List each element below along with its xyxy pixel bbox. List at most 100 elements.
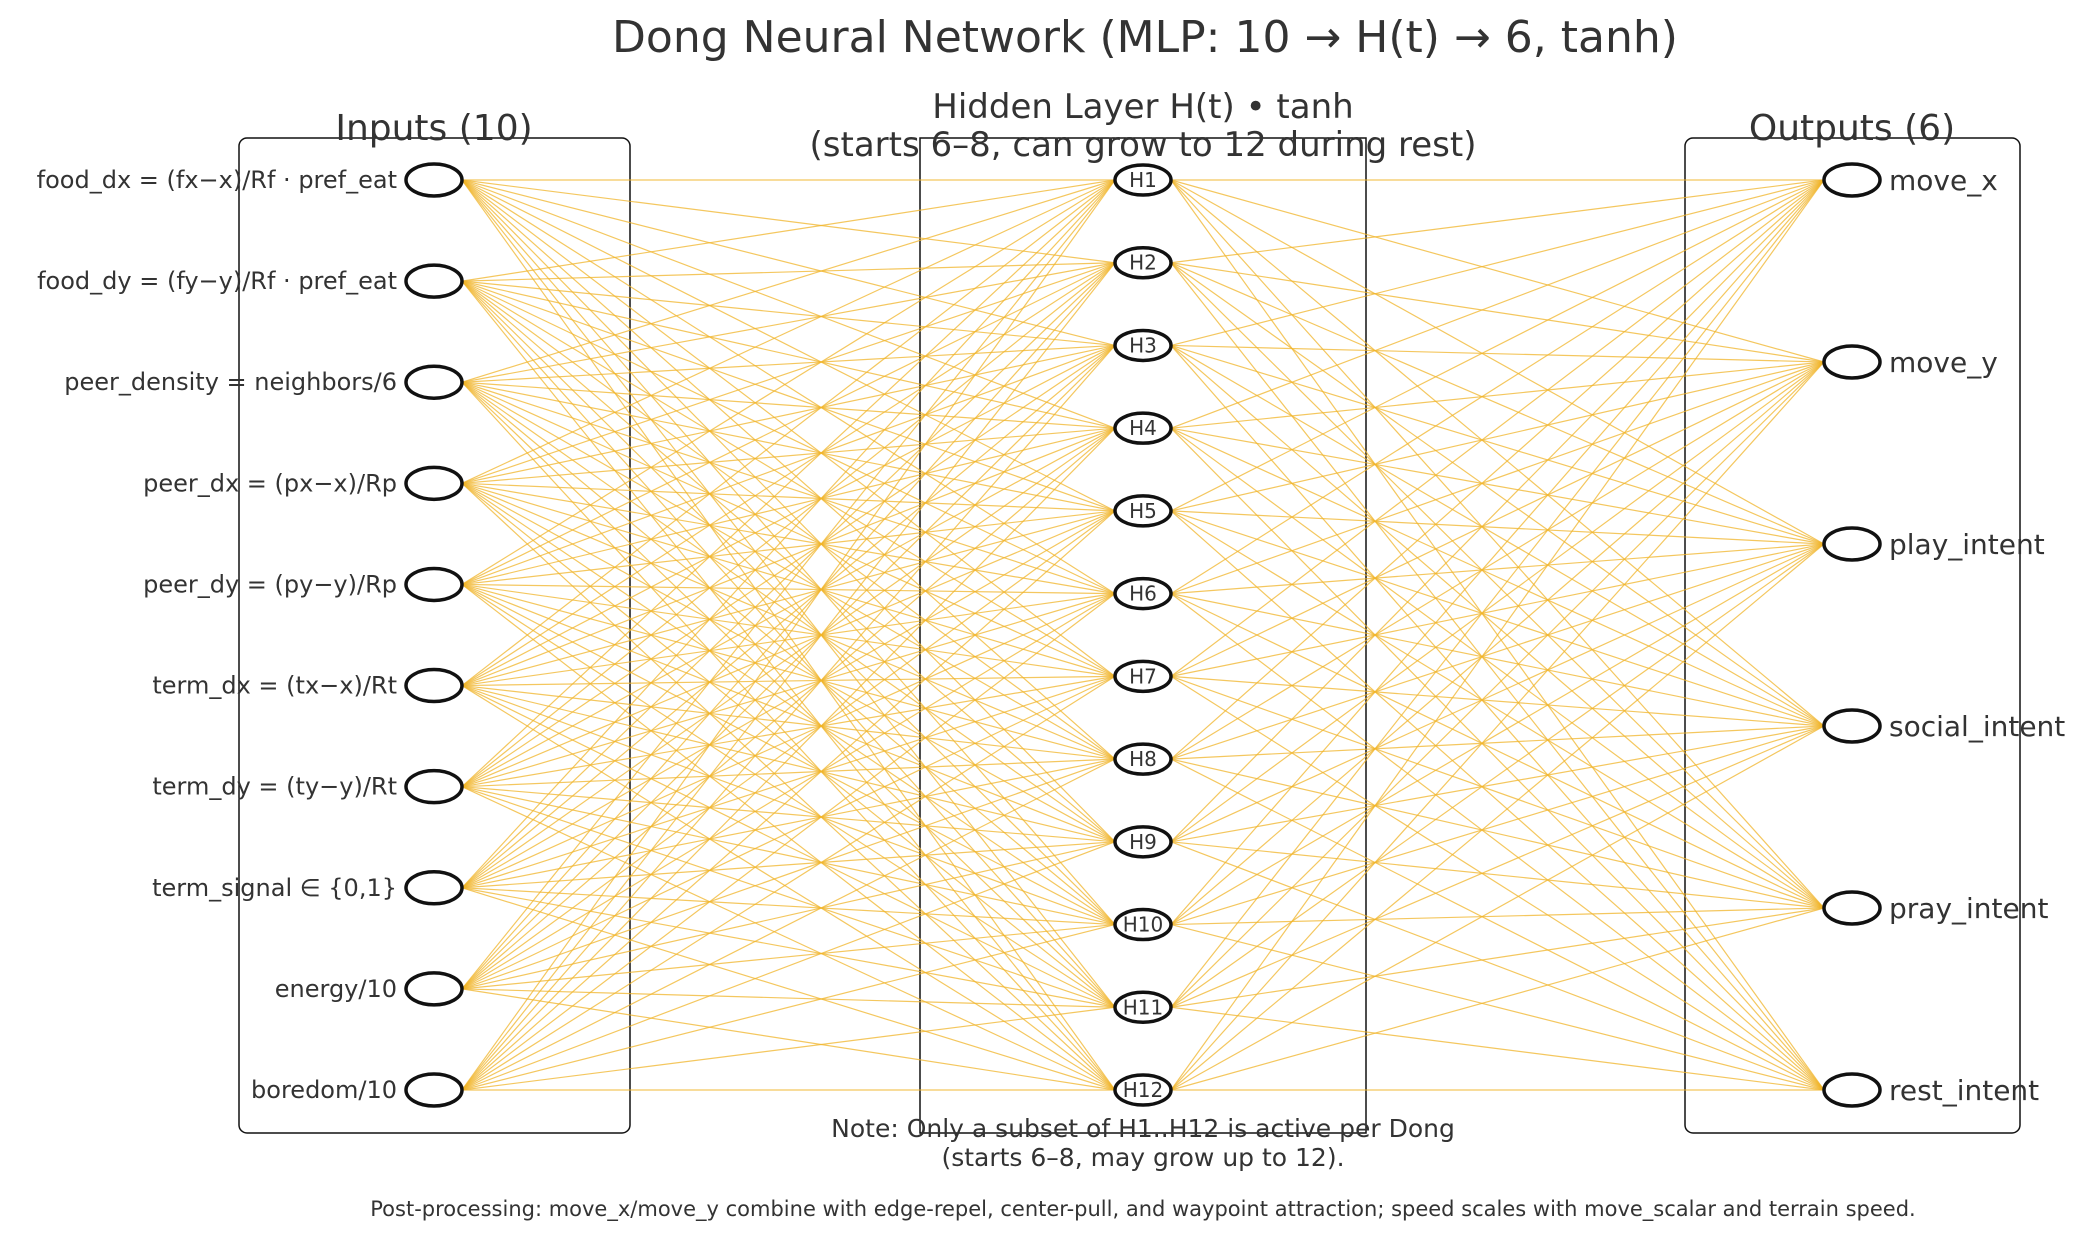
connection-line <box>461 427 1116 484</box>
connection-line <box>1170 361 1825 429</box>
connection-line <box>461 179 1116 595</box>
connection-line <box>461 841 1116 990</box>
connection-line <box>461 262 1116 788</box>
connection-line <box>461 179 1116 788</box>
connection-line <box>461 684 1116 760</box>
connection-line <box>1170 543 1825 1091</box>
connection-line <box>461 675 1116 1091</box>
connection-line <box>461 758 1116 1091</box>
connection-line <box>461 583 1116 677</box>
connection-line <box>461 583 1116 926</box>
connection-line <box>1170 179 1825 727</box>
input-node <box>404 263 464 299</box>
connection-line <box>461 280 1116 677</box>
connection-line <box>461 179 1116 925</box>
output-node <box>1822 890 1882 926</box>
hidden-node <box>1113 328 1173 363</box>
connection-line <box>461 841 1116 1091</box>
connection-line <box>461 786 1116 1091</box>
connection-line <box>1170 427 1825 727</box>
input-label: peer_density = neighbors/6 <box>64 368 397 396</box>
input-node <box>404 566 464 603</box>
connection-line <box>1170 427 1825 545</box>
connection-line <box>1170 510 1825 727</box>
connection-line <box>461 841 1116 889</box>
connection-line <box>461 758 1116 889</box>
connection-line <box>1170 907 1825 1091</box>
input-label: boredom/10 <box>251 1076 397 1104</box>
connection-line <box>461 593 1116 687</box>
input-node <box>404 870 464 906</box>
input-node <box>404 364 464 400</box>
connection-line <box>461 179 1116 512</box>
connection-line <box>1170 510 1825 1091</box>
connection-line <box>1170 841 1825 909</box>
connection-line <box>461 381 1116 843</box>
connection-line <box>1170 907 1825 1008</box>
connection-line <box>461 1006 1116 1091</box>
connection-line <box>461 923 1116 1091</box>
inputs-heading: Inputs (10) <box>335 108 532 149</box>
connection-line <box>1170 361 1825 677</box>
connection-line <box>1170 345 1825 1091</box>
output-label: rest_intent <box>1889 1074 2039 1107</box>
connection-line <box>1170 179 1825 512</box>
connection-line <box>461 510 1116 687</box>
connection-line <box>461 381 1116 512</box>
connection-line <box>1170 361 1825 595</box>
connection-line <box>1170 344 1825 545</box>
connection-line <box>461 280 1116 1008</box>
connection-line <box>1170 593 1825 909</box>
connection-line <box>461 280 1116 1091</box>
outputs-box <box>1684 137 2021 1134</box>
post-processing-footer: Post-processing: move_x/move_y combine w… <box>370 1197 1915 1222</box>
hidden-node-label: H10 <box>1123 913 1164 937</box>
connection-line <box>1170 179 1825 429</box>
connection-line <box>1170 725 1825 760</box>
input-node <box>404 768 464 805</box>
connection-line <box>461 786 1116 1008</box>
connection-line <box>461 593 1116 990</box>
connection-line <box>1170 361 1825 1008</box>
connection-line <box>461 583 1116 1008</box>
connection-line <box>461 675 1116 990</box>
hidden-node-label: H11 <box>1123 995 1164 1019</box>
connection-line <box>461 510 1116 788</box>
connection-line <box>461 583 1116 1091</box>
hidden-node-label: H6 <box>1129 582 1157 606</box>
connection-line <box>461 280 1116 595</box>
connection-line <box>461 381 1116 1091</box>
connection-line <box>461 510 1116 586</box>
connection-line <box>1170 262 1825 545</box>
connection-line <box>1170 179 1825 595</box>
connection-line <box>461 482 1116 512</box>
output-label: move_y <box>1889 346 1998 379</box>
connection-line <box>461 685 1116 1091</box>
connection-line <box>461 381 1116 429</box>
connection-line <box>1170 344 1825 727</box>
connection-line <box>461 988 1116 1091</box>
connection-line <box>1170 543 1825 677</box>
note-line2: (starts 6–8, may grow up to 12). <box>941 1143 1344 1172</box>
hidden-heading-line1: Hidden Layer H(t) • tanh <box>932 87 1353 127</box>
hidden-node <box>1113 494 1173 528</box>
output-node <box>1822 708 1882 744</box>
inputs-box <box>238 137 631 1134</box>
connection-line <box>1170 179 1825 264</box>
connection-line <box>1170 179 1825 1091</box>
connection-line <box>461 262 1116 383</box>
connection-line <box>1170 179 1825 925</box>
hidden-node-label: H5 <box>1129 499 1157 523</box>
connection-line <box>461 482 1116 926</box>
connection-line <box>461 280 1116 429</box>
hidden-box <box>919 137 1367 1134</box>
connection-line <box>1170 179 1825 677</box>
connection-line <box>461 262 1116 585</box>
note-line1: Note: Only a subset of H1..H12 is active… <box>831 1114 1455 1143</box>
hidden-node <box>1113 576 1173 611</box>
hidden-node <box>1113 907 1173 942</box>
connection-line <box>461 988 1116 1008</box>
input-node <box>404 1072 464 1108</box>
hidden-node <box>1113 411 1173 445</box>
